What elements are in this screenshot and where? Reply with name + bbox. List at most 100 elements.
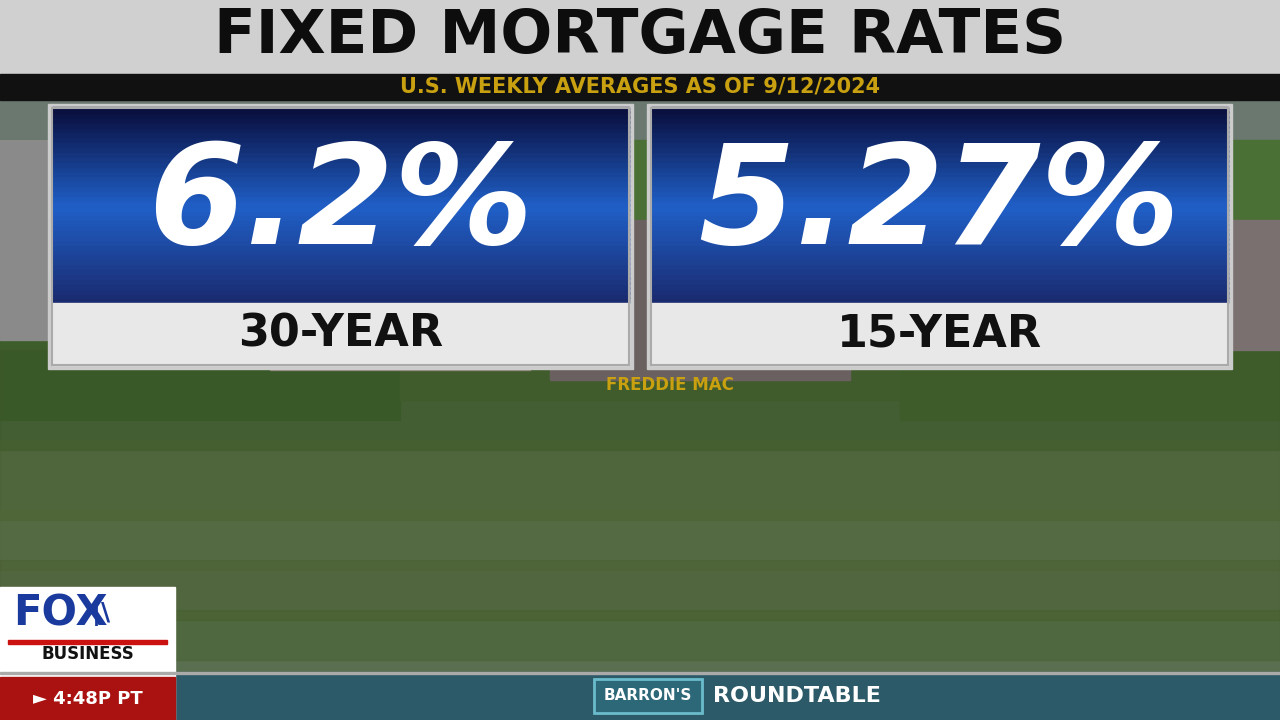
Bar bbox=[52, 209, 628, 215]
Bar bbox=[652, 175, 1228, 181]
Bar bbox=[0, 672, 1280, 674]
Bar bbox=[52, 170, 628, 176]
Bar bbox=[652, 297, 1228, 303]
Bar bbox=[52, 161, 628, 166]
Bar bbox=[52, 243, 628, 250]
Bar bbox=[52, 180, 628, 186]
Bar bbox=[652, 194, 1228, 201]
Bar bbox=[652, 303, 1228, 365]
Bar bbox=[1100, 220, 1280, 350]
Text: FOX: FOX bbox=[13, 593, 108, 635]
Bar bbox=[52, 219, 628, 225]
Bar bbox=[652, 204, 1228, 210]
Bar bbox=[652, 292, 1228, 298]
Bar bbox=[550, 220, 850, 380]
Bar bbox=[652, 131, 1228, 138]
Bar bbox=[0, 140, 79, 340]
Text: 5.27%: 5.27% bbox=[699, 138, 1180, 273]
Bar bbox=[49, 104, 634, 369]
Text: FREDDIE MAC: FREDDIE MAC bbox=[605, 376, 733, 394]
Bar bbox=[900, 220, 1120, 360]
Bar bbox=[52, 263, 628, 269]
Bar bbox=[652, 126, 1228, 132]
Bar bbox=[0, 100, 1280, 160]
Bar bbox=[52, 238, 628, 245]
Bar bbox=[652, 219, 1228, 225]
Bar bbox=[52, 248, 628, 254]
Bar bbox=[52, 233, 628, 240]
Bar bbox=[652, 161, 1228, 166]
Bar bbox=[52, 228, 628, 235]
Bar bbox=[52, 297, 628, 303]
Bar bbox=[0, 140, 1280, 340]
Bar bbox=[652, 116, 1228, 122]
Bar bbox=[52, 268, 628, 274]
Bar bbox=[652, 145, 1228, 152]
Bar bbox=[652, 282, 1228, 289]
Bar bbox=[52, 184, 628, 191]
Bar bbox=[652, 107, 1228, 113]
Bar bbox=[0, 587, 175, 720]
Bar bbox=[652, 136, 1228, 142]
Bar bbox=[652, 112, 1228, 118]
Bar bbox=[52, 156, 628, 162]
Bar bbox=[52, 112, 628, 118]
Text: FIXED MORTGAGE RATES: FIXED MORTGAGE RATES bbox=[214, 6, 1066, 66]
Bar bbox=[270, 220, 530, 370]
Bar bbox=[594, 679, 701, 713]
Bar bbox=[52, 282, 628, 289]
Bar bbox=[652, 150, 1228, 157]
Bar bbox=[652, 224, 1228, 230]
Bar bbox=[646, 104, 1231, 369]
Bar bbox=[8, 640, 166, 644]
Bar bbox=[0, 350, 1280, 450]
Bar bbox=[594, 679, 701, 713]
Bar bbox=[652, 233, 1228, 240]
Bar bbox=[52, 194, 628, 201]
Bar bbox=[0, 672, 1280, 720]
Bar bbox=[399, 220, 900, 400]
Text: 15-YEAR: 15-YEAR bbox=[837, 312, 1042, 356]
Bar bbox=[652, 140, 1228, 147]
Bar bbox=[52, 204, 628, 210]
Text: 30-YEAR: 30-YEAR bbox=[238, 312, 443, 356]
Bar bbox=[52, 116, 628, 122]
Bar bbox=[652, 253, 1228, 259]
Bar bbox=[52, 303, 628, 365]
Text: 6.2%: 6.2% bbox=[148, 138, 532, 273]
Bar bbox=[652, 258, 1228, 264]
Bar bbox=[652, 180, 1228, 186]
Bar bbox=[0, 220, 399, 420]
Bar bbox=[52, 277, 628, 284]
Bar bbox=[652, 273, 1228, 279]
Bar bbox=[900, 220, 1280, 420]
Bar bbox=[652, 248, 1228, 254]
Bar bbox=[52, 253, 628, 259]
Bar bbox=[52, 224, 628, 230]
Bar bbox=[652, 243, 1228, 250]
Bar bbox=[0, 677, 175, 720]
Bar bbox=[652, 228, 1228, 235]
Bar bbox=[52, 145, 628, 152]
Bar bbox=[52, 107, 628, 113]
Bar bbox=[52, 292, 628, 298]
Bar bbox=[652, 121, 1228, 127]
Bar bbox=[652, 189, 1228, 196]
Text: U.S. WEEKLY AVERAGES AS OF 9/12/2024: U.S. WEEKLY AVERAGES AS OF 9/12/2024 bbox=[399, 77, 881, 97]
Bar bbox=[652, 287, 1228, 294]
Bar bbox=[52, 131, 628, 138]
Bar bbox=[652, 108, 1228, 365]
Bar bbox=[52, 108, 628, 365]
Text: |\: |\ bbox=[92, 601, 119, 626]
Bar bbox=[52, 287, 628, 294]
Text: BARRON'S: BARRON'S bbox=[603, 688, 691, 703]
Bar bbox=[52, 175, 628, 181]
Bar bbox=[652, 277, 1228, 284]
Bar bbox=[52, 189, 628, 196]
Bar bbox=[52, 136, 628, 142]
Bar bbox=[60, 220, 260, 350]
Bar bbox=[652, 199, 1228, 206]
Bar bbox=[52, 165, 628, 171]
Bar bbox=[652, 209, 1228, 215]
Bar bbox=[52, 150, 628, 157]
